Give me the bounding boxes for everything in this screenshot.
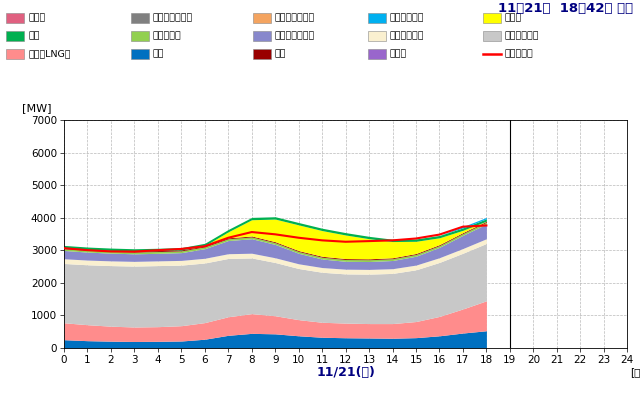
Text: 原子力: 原子力: [390, 50, 407, 58]
Text: 火力（石油）: 火力（石油）: [390, 32, 424, 40]
Text: その他: その他: [28, 14, 45, 22]
Text: 火力（その他）: 火力（その他）: [275, 32, 315, 40]
Text: 水力: 水力: [153, 50, 164, 58]
Text: [MW]: [MW]: [22, 103, 51, 113]
Text: 地熱: 地熱: [275, 50, 286, 58]
Text: 火力（石炭）: 火力（石炭）: [505, 32, 540, 40]
Text: 風力: 風力: [28, 32, 40, 40]
Text: 太陽光: 太陽光: [505, 14, 522, 22]
X-axis label: 11/21(木): 11/21(木): [316, 366, 375, 379]
Text: 11月21日  18時42分 更新: 11月21日 18時42分 更新: [499, 2, 634, 15]
Text: エリア需要: エリア需要: [505, 50, 534, 58]
Text: 蓄電池（放電）: 蓄電池（放電）: [275, 14, 315, 22]
Text: 揚水（発電）: 揚水（発電）: [390, 14, 424, 22]
Text: [時]: [時]: [630, 367, 640, 377]
Text: 火力（LNG）: 火力（LNG）: [28, 50, 70, 58]
Text: バイオマス: バイオマス: [153, 32, 182, 40]
Text: 連系線（受電）: 連系線（受電）: [153, 14, 193, 22]
